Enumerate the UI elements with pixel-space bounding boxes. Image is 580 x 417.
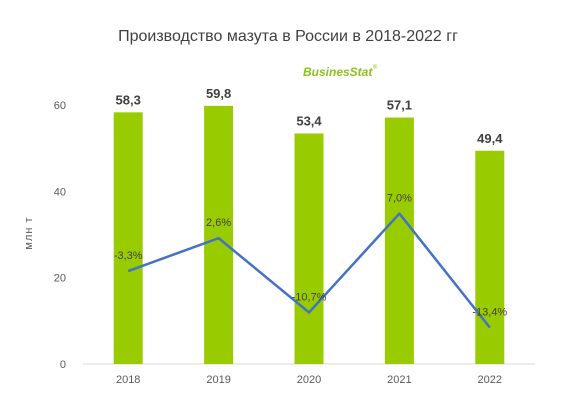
bar-value-label: 57,1: [387, 98, 412, 113]
bar-value-label: 53,4: [296, 113, 322, 128]
growth-label: -3,3%: [114, 250, 143, 262]
bar-value-labels: 58,3 59,8 53,4 57,1 49,4: [116, 86, 504, 146]
y-tick-label: 20: [54, 273, 66, 285]
growth-line-labels: -3,3% 2,6% -10,7% 7,0% -13,4%: [114, 193, 508, 319]
x-tick-label: 2018: [116, 374, 140, 386]
bar-2020: [294, 133, 324, 364]
businesstat-logo: BusinesStat ®: [303, 64, 378, 79]
growth-label: 7,0%: [387, 193, 412, 205]
x-tick-label: 2020: [297, 374, 321, 386]
growth-label: -13,4%: [472, 306, 507, 318]
growth-line-series: [127, 212, 491, 329]
bar-series: [113, 105, 505, 364]
bar-2018: [113, 112, 143, 364]
bar-2022: [475, 150, 505, 364]
growth-label: 2,6%: [206, 217, 231, 229]
y-tick-label: 40: [54, 186, 66, 198]
bar-value-label: 58,3: [116, 92, 141, 107]
y-tick-label: 60: [54, 100, 66, 112]
bar-value-label: 49,4: [477, 131, 503, 146]
y-axis-ticks: 0 20 40 60: [54, 100, 66, 371]
y-axis-label: млн т: [23, 216, 35, 249]
bar-2019: [204, 105, 234, 364]
x-tick-label: 2022: [478, 374, 502, 386]
x-tick-label: 2021: [387, 374, 411, 386]
chart-title: Производство мазута в России в 2018-2022…: [118, 28, 458, 45]
x-axis-ticks: 2018 2019 2020 2021 2022: [116, 374, 502, 386]
logo-text: BusinesStat: [303, 65, 373, 79]
growth-label: -10,7%: [292, 291, 327, 303]
x-tick-label: 2019: [206, 374, 230, 386]
bar-value-label: 59,8: [206, 86, 231, 101]
logo-registered-mark: ®: [373, 64, 378, 71]
bar-2021: [384, 117, 414, 364]
y-tick-label: 0: [60, 359, 66, 371]
